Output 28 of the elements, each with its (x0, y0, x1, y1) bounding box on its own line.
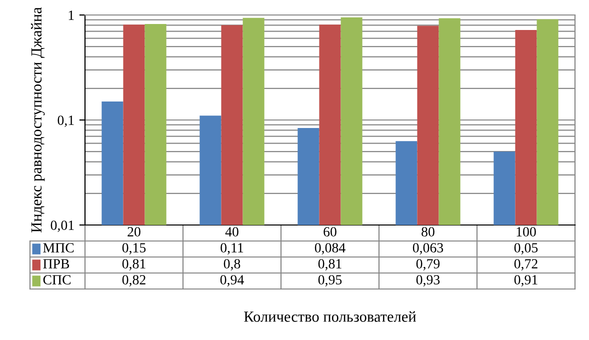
data-label: 0,95 (318, 275, 342, 286)
data-label: 0,11 (220, 243, 244, 254)
x-tick-label: 20 (128, 227, 140, 236)
x-tick-label: 100 (516, 227, 536, 236)
data-label: 0,94 (220, 275, 244, 286)
x-tick-label: 80 (422, 227, 434, 236)
data-label: 0,82 (122, 275, 146, 286)
data-label: 0,084 (314, 243, 346, 254)
data-label: 0,72 (514, 259, 538, 270)
data-label: 0,81 (318, 259, 342, 270)
data-label: 0,15 (122, 243, 146, 254)
legend-label: СПС (43, 275, 71, 284)
x-axis-title: Количество пользователей (244, 311, 416, 322)
data-label: 0,05 (514, 243, 538, 254)
data-label: 0,81 (122, 259, 146, 270)
legend-label: МПС (43, 243, 74, 252)
y-axis-title: Индекс равнодоступности Джайна (30, 7, 45, 232)
legend-label: ПРВ (43, 259, 70, 268)
data-label: 0,93 (416, 275, 440, 286)
y-tick-label: 1 (68, 10, 74, 20)
data-label: 0,91 (514, 275, 538, 286)
data-label: 0,8 (224, 259, 240, 270)
data-label: 0,063 (412, 243, 444, 254)
y-tick-label: 0,01 (50, 220, 74, 232)
data-label: 0,79 (416, 259, 440, 270)
x-tick-label: 60 (324, 227, 336, 236)
y-tick-label: 0,1 (58, 116, 74, 127)
x-tick-label: 40 (225, 227, 238, 236)
